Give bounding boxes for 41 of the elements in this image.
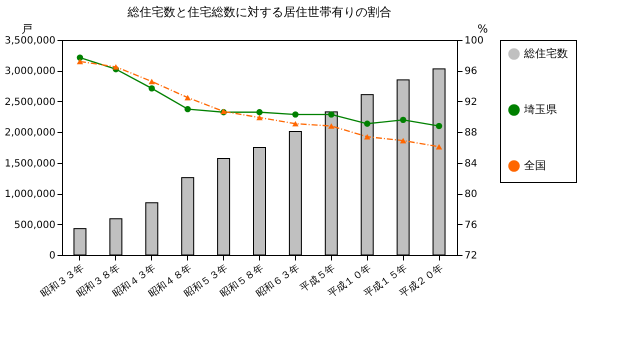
y-tick-label: 1,500,000 — [4, 158, 56, 170]
point — [76, 54, 84, 61]
y2-tick-label: 96 — [464, 66, 478, 78]
point — [148, 78, 155, 84]
legend-label: 全国 — [524, 159, 546, 172]
y2-tick-label: 88 — [464, 128, 478, 139]
point — [400, 138, 406, 144]
legend-label: 埼玉県 — [523, 103, 557, 116]
y-tick-label: 500,000 — [14, 220, 56, 231]
point — [256, 109, 263, 116]
legend-label: 総住宅数 — [523, 47, 568, 60]
point — [292, 111, 299, 118]
point — [328, 111, 334, 118]
point — [436, 144, 442, 150]
point — [436, 122, 442, 130]
y2-tick-label: 92 — [464, 96, 478, 108]
point — [292, 120, 299, 126]
y2-tick-label: 76 — [464, 220, 478, 231]
chart-title: 総住宅数と住宅総数に対する居住世帯有りの割合 — [126, 5, 392, 19]
point — [184, 94, 191, 100]
y-tick-label: 3,000,000 — [4, 66, 56, 78]
y2-tick-label: 84 — [464, 158, 478, 170]
y-tick-label: 3,500,000 — [4, 36, 56, 46]
y2-tick-label: 100 — [464, 36, 484, 46]
y-axis-title: 戸 — [22, 22, 32, 36]
point — [400, 116, 406, 124]
point — [76, 58, 84, 64]
point — [364, 120, 370, 127]
point — [184, 106, 191, 112]
point — [328, 123, 334, 129]
point — [256, 114, 263, 120]
y-tick-label: 0 — [49, 250, 56, 262]
y2-tick-label: 80 — [464, 189, 478, 200]
y-tick-label: 2,500,000 — [4, 96, 56, 108]
point — [364, 134, 370, 140]
y2-tick-label: 72 — [464, 250, 478, 262]
point — [148, 85, 155, 92]
y-tick-label: 1,000,000 — [4, 189, 56, 200]
y2-axis-title: % — [478, 22, 488, 36]
y-tick-label: 2,000,000 — [4, 128, 56, 139]
point — [112, 64, 120, 70]
